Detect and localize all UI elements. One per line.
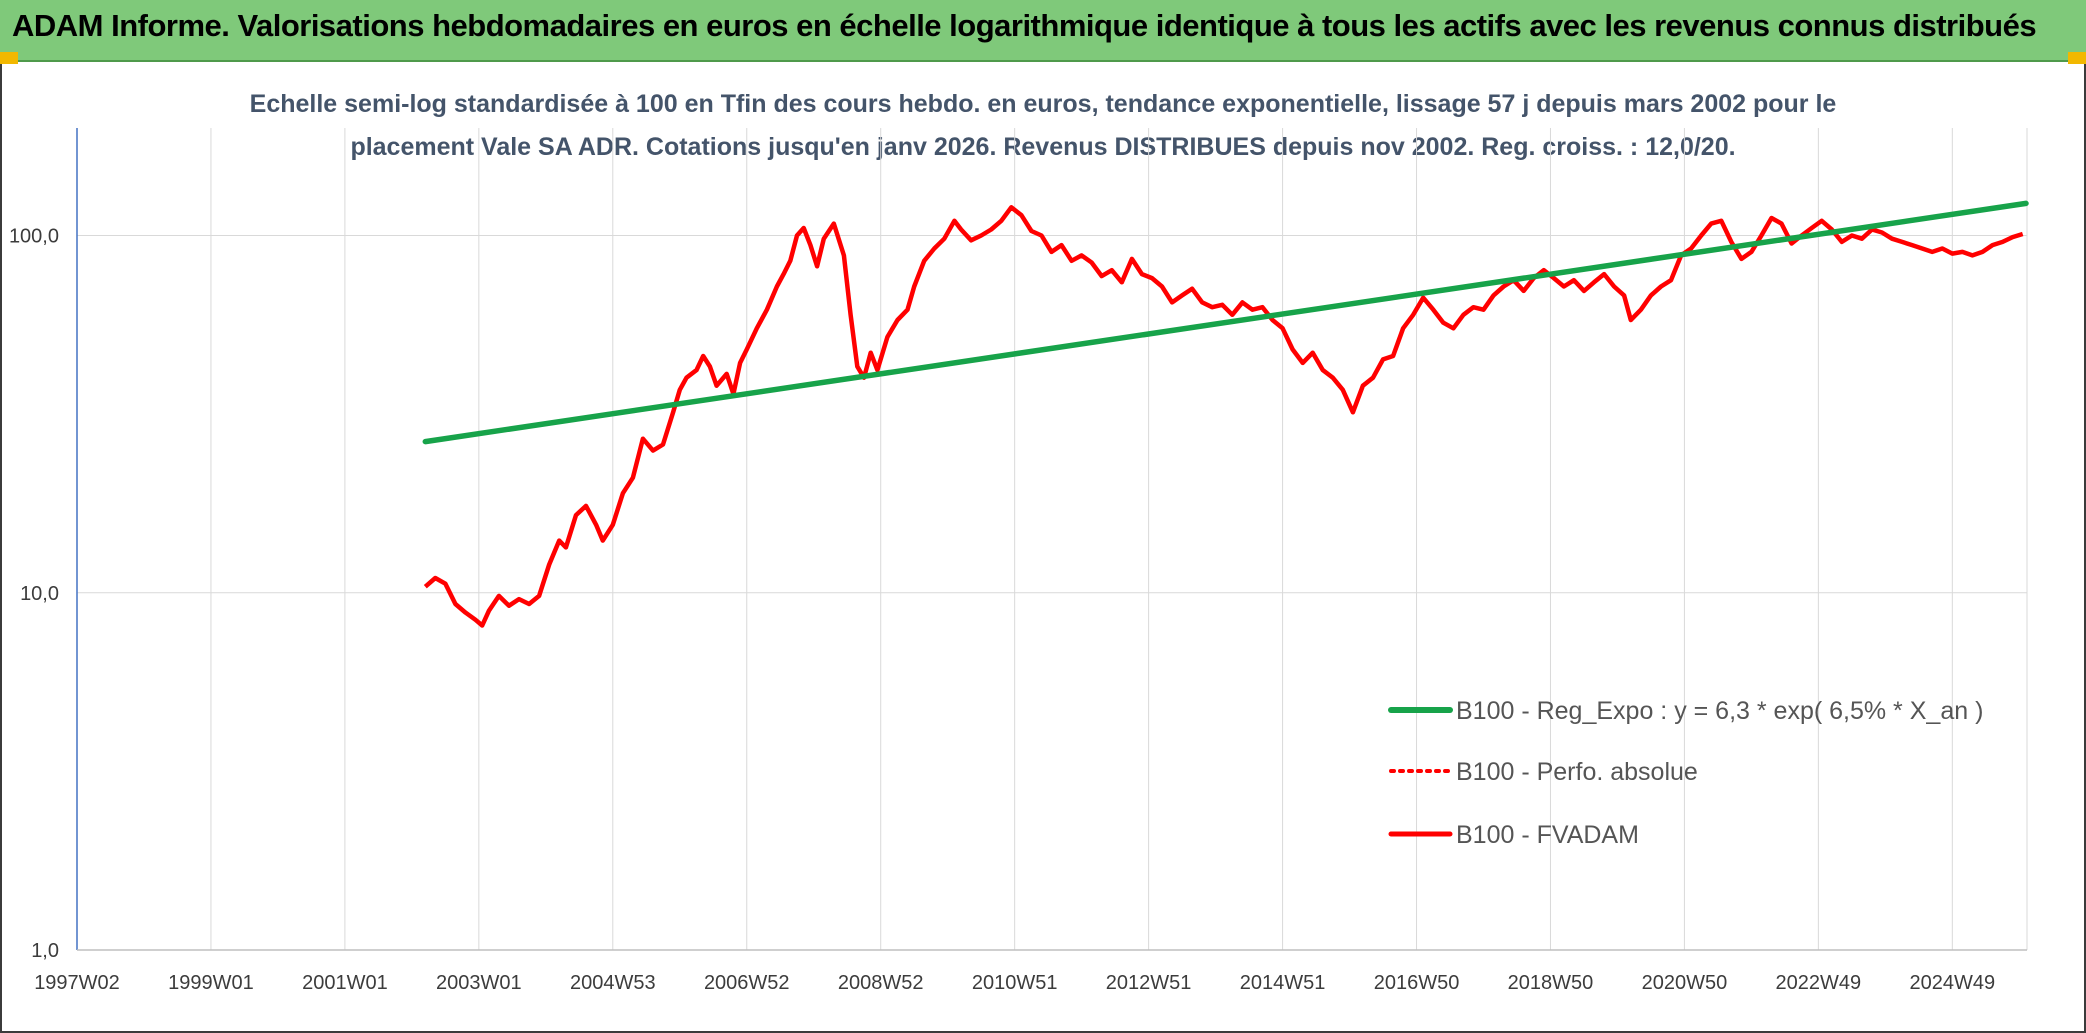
legend-label: B100 - Perfo. absolue xyxy=(1456,758,1698,786)
x-tick-label: 1999W01 xyxy=(168,972,254,994)
x-tick-label: 2018W50 xyxy=(1508,972,1594,994)
axes: 1997W02 1999W01 2001W01 2003W01 2004W53 2006W… xyxy=(9,128,2027,994)
header-band: ADAM Informe. Valorisations hebdomadaire… xyxy=(0,0,2086,62)
x-tick-label: 2024W49 xyxy=(1910,972,1996,994)
x-tick-label: 2022W49 xyxy=(1776,972,1862,994)
x-tick-label: 2008W52 xyxy=(838,972,924,994)
corner-marker-left xyxy=(0,52,18,64)
chart-title-line-1: Echelle semi-log standardisée à 100 en T… xyxy=(249,90,1837,118)
x-tick-label: 2016W50 xyxy=(1374,972,1460,994)
y-tick-label: 1,0 xyxy=(31,940,59,962)
legend-item-regression: B100 - Reg_Expo : y = 6,3 * exp( 6,5% * … xyxy=(1388,697,1983,725)
x-tick-label: 2001W01 xyxy=(302,972,388,994)
page-title: ADAM Informe. Valorisations hebdomadaire… xyxy=(12,8,2037,43)
x-tick-label: 2006W52 xyxy=(704,972,790,994)
chart-title-line-2: placement Vale SA ADR. Cotations jusqu'e… xyxy=(350,133,1736,161)
x-tick-label: 1997W02 xyxy=(34,972,120,994)
legend: B100 - Reg_Expo : y = 6,3 * exp( 6,5% * … xyxy=(1388,697,1983,849)
x-tick-label: 2014W51 xyxy=(1240,972,1326,994)
x-tick-label: 2004W53 xyxy=(570,972,656,994)
legend-item-perfo-absolue: B100 - Perfo. absolue xyxy=(1389,758,1698,786)
legend-label: B100 - FVADAM xyxy=(1456,821,1639,849)
fvadam-series-line xyxy=(423,205,2024,628)
x-tick-label: 2010W51 xyxy=(972,972,1058,994)
x-tick-label: 2020W50 xyxy=(1642,972,1728,994)
legend-label: B100 - Reg_Expo : y = 6,3 * exp( 6,5% * … xyxy=(1456,697,1983,725)
series-lines xyxy=(422,200,2029,628)
x-tick-label: 2012W51 xyxy=(1106,972,1192,994)
corner-marker-right xyxy=(2068,52,2086,64)
regression-series-line xyxy=(422,200,2029,445)
legend-item-fvadam: B100 - FVADAM xyxy=(1388,821,1639,849)
y-tick-label: 10,0 xyxy=(20,583,59,605)
x-tick-label: 2003W01 xyxy=(436,972,522,994)
y-tick-label: 100,0 xyxy=(9,226,59,248)
